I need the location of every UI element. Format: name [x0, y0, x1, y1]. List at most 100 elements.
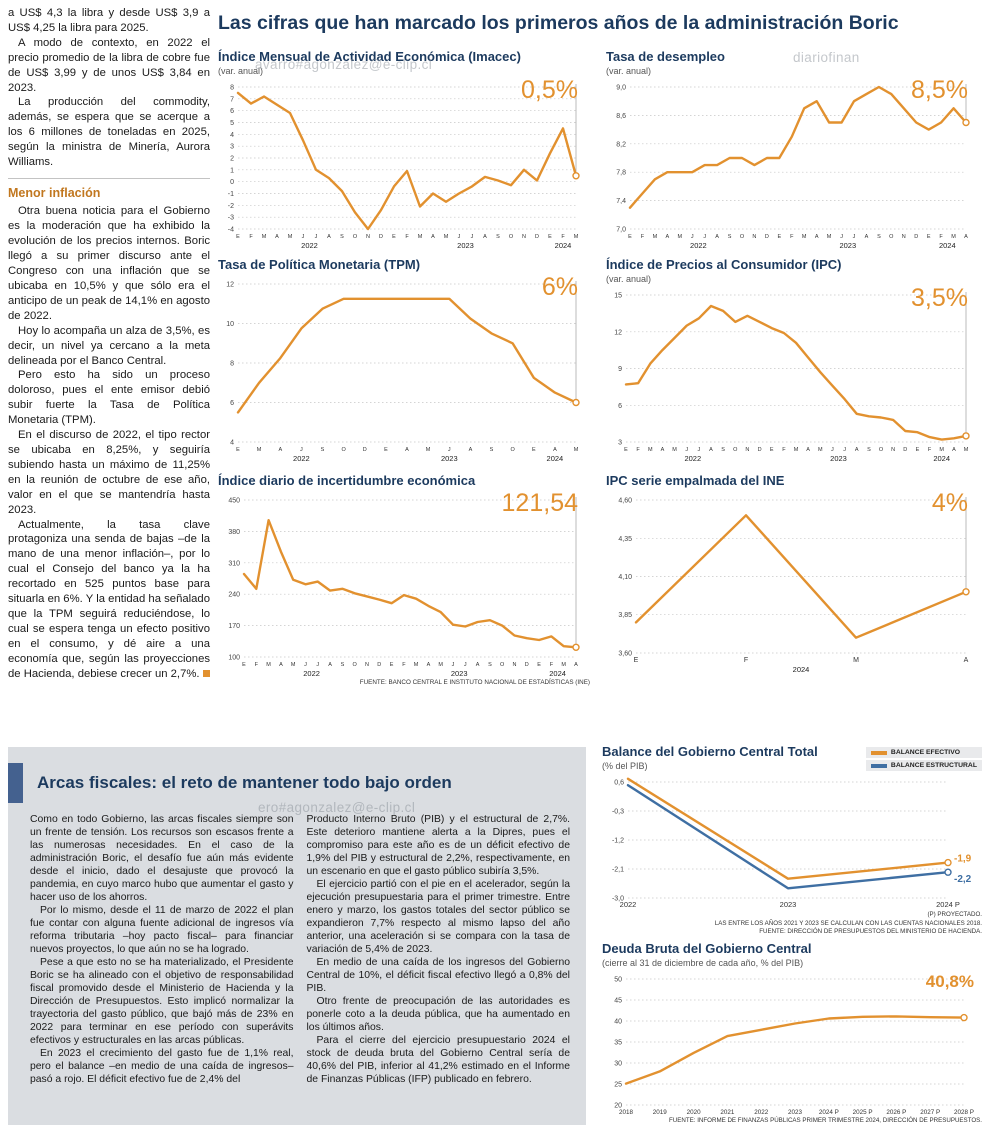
- fiscal-columns: Como en todo Gobierno, las arcas fiscale…: [8, 805, 586, 1094]
- svg-text:8,6: 8,6: [616, 112, 626, 119]
- svg-text:2018: 2018: [619, 1109, 634, 1116]
- svg-text:2026 P: 2026 P: [886, 1109, 906, 1116]
- svg-text:O: O: [733, 447, 738, 453]
- svg-text:2027 P: 2027 P: [920, 1109, 940, 1116]
- svg-text:10: 10: [226, 321, 234, 328]
- svg-text:2022: 2022: [690, 241, 707, 250]
- svg-text:12: 12: [614, 329, 622, 336]
- footnote: FUENTE: DIRECCIÓN DE PRESUPUESTOS DEL MI…: [759, 928, 982, 936]
- svg-text:2028 P: 2028 P: [954, 1109, 974, 1116]
- svg-text:5: 5: [230, 120, 234, 127]
- svg-text:D: D: [363, 447, 367, 453]
- svg-text:9,0: 9,0: [616, 84, 626, 91]
- svg-text:0: 0: [230, 179, 234, 186]
- svg-text:S: S: [728, 234, 732, 240]
- svg-text:J: J: [300, 447, 303, 453]
- svg-text:2023: 2023: [457, 241, 474, 250]
- svg-text:-3,0: -3,0: [612, 896, 624, 903]
- svg-text:3: 3: [618, 439, 622, 446]
- svg-text:O: O: [740, 234, 745, 240]
- svg-text:F: F: [790, 234, 794, 240]
- svg-text:M: M: [574, 234, 579, 240]
- svg-text:A: A: [553, 447, 557, 453]
- svg-text:8: 8: [230, 360, 234, 367]
- svg-text:O: O: [889, 234, 894, 240]
- svg-text:J: J: [843, 447, 846, 453]
- accent-bar: [8, 763, 23, 803]
- svg-text:6: 6: [618, 402, 622, 409]
- svg-text:-4: -4: [228, 226, 234, 233]
- svg-text:N: N: [513, 662, 517, 668]
- legend-item-estructural: BALANCE ESTRUCTURAL: [865, 760, 982, 771]
- svg-text:2024 P: 2024 P: [819, 1109, 839, 1116]
- svg-text:A: A: [275, 234, 279, 240]
- svg-text:2024: 2024: [793, 665, 810, 674]
- svg-text:D: D: [377, 662, 381, 668]
- svg-text:30: 30: [614, 1060, 622, 1067]
- svg-text:A: A: [327, 234, 331, 240]
- svg-text:2025 P: 2025 P: [853, 1109, 873, 1116]
- svg-text:N: N: [365, 662, 369, 668]
- svg-text:2023: 2023: [441, 454, 458, 463]
- source-note: FUENTE: BANCO CENTRAL E INSTITUTO NACION…: [359, 679, 590, 686]
- paragraph-text: Actualmente, la tasa clave protagoniza u…: [8, 518, 210, 680]
- svg-text:2023: 2023: [830, 454, 847, 463]
- svg-text:J: J: [840, 234, 843, 240]
- svg-text:E: E: [634, 657, 639, 664]
- svg-text:E: E: [777, 234, 781, 240]
- svg-text:2024 P: 2024 P: [936, 900, 960, 909]
- svg-text:D: D: [379, 234, 383, 240]
- svg-text:E: E: [770, 447, 774, 453]
- chart-tpm: Tasa de Política Monetaria (TPM) 12 10 8 6 4…: [218, 257, 590, 463]
- svg-text:M: M: [939, 447, 944, 453]
- svg-text:S: S: [321, 447, 325, 453]
- svg-text:7,0: 7,0: [616, 226, 626, 233]
- chart-title: Índice Mensual de Actividad Económica (I…: [218, 49, 521, 64]
- paragraph: Pero esto ha sido un proceso doloroso, p…: [8, 369, 210, 427]
- svg-text:450: 450: [228, 497, 240, 504]
- chart-deuda: Deuda Bruta del Gobierno Central (cierre…: [602, 941, 982, 1126]
- svg-text:J: J: [703, 234, 706, 240]
- svg-text:-1: -1: [228, 191, 234, 198]
- svg-text:J: J: [831, 447, 834, 453]
- svg-text:3,85: 3,85: [618, 612, 632, 619]
- svg-text:A: A: [574, 662, 578, 668]
- svg-text:F: F: [561, 234, 565, 240]
- svg-text:2022: 2022: [620, 900, 637, 909]
- chart-balance: Balance del Gobierno Central Total (% de…: [602, 744, 982, 937]
- svg-text:J: J: [452, 662, 455, 668]
- svg-text:M: M: [418, 234, 423, 240]
- svg-text:E: E: [916, 447, 920, 453]
- chart-ipc-ine: IPC serie empalmada del INE 4,60 4,35 4,10…: [606, 473, 980, 674]
- svg-text:O: O: [509, 234, 514, 240]
- svg-text:M: M: [426, 447, 431, 453]
- chart-value-label: 4%: [931, 488, 968, 517]
- svg-text:M: M: [964, 447, 969, 453]
- svg-text:J: J: [458, 234, 461, 240]
- chart-title: IPC serie empalmada del INE: [606, 473, 785, 488]
- svg-text:O: O: [353, 662, 358, 668]
- svg-text:F: F: [636, 447, 640, 453]
- svg-text:4: 4: [230, 131, 234, 138]
- svg-text:N: N: [522, 234, 526, 240]
- svg-text:N: N: [745, 447, 749, 453]
- svg-text:N: N: [752, 234, 756, 240]
- left-article: a US$ 4,3 la libra y desde US$ 3,9 a US$…: [8, 6, 210, 681]
- svg-text:2022: 2022: [301, 241, 318, 250]
- svg-text:A: A: [279, 662, 283, 668]
- svg-text:1: 1: [230, 167, 234, 174]
- paragraph: En el discurso de 2022, el tipo rector s…: [8, 429, 210, 516]
- svg-text:A: A: [469, 447, 473, 453]
- svg-text:A: A: [815, 234, 819, 240]
- svg-text:E: E: [628, 234, 632, 240]
- svg-text:240: 240: [228, 591, 240, 598]
- svg-text:M: M: [266, 662, 271, 668]
- svg-text:F: F: [641, 234, 645, 240]
- chart-value-label: 8,5%: [911, 75, 968, 104]
- svg-text:N: N: [366, 234, 370, 240]
- paragraph: Para el cierre del ejercicio presupuesta…: [306, 1035, 571, 1085]
- svg-text:S: S: [488, 662, 492, 668]
- svg-text:S: S: [341, 662, 345, 668]
- svg-text:A: A: [328, 662, 332, 668]
- ipc-ine-line-chart: 4,60 4,35 4,10 3,85 3,60 E F M A 2024: [606, 491, 980, 674]
